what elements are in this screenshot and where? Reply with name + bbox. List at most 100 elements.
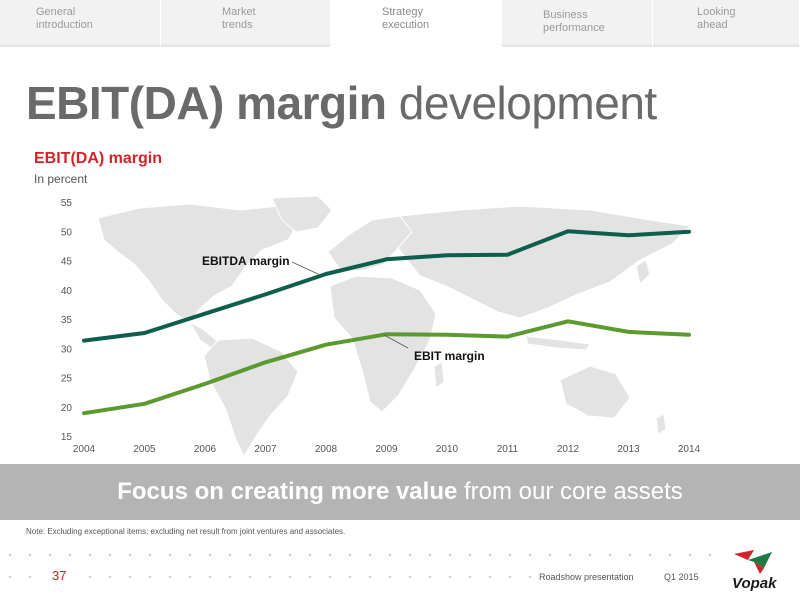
y-tick-label: 25 xyxy=(61,374,73,385)
footer-dot xyxy=(568,553,572,557)
chart-title: EBIT(DA) margin xyxy=(34,150,162,167)
logo-text: Vopak xyxy=(732,575,777,592)
tab-label-line2: ahead xyxy=(697,19,728,31)
footer-dot xyxy=(348,553,352,557)
ebit-margin-line xyxy=(82,319,691,416)
footer-dot xyxy=(268,575,272,579)
logo-mark-green xyxy=(748,552,772,568)
page-title: EBIT(DA) margin development xyxy=(26,76,657,130)
tab-general-introduction[interactable]: General introduction xyxy=(0,0,161,47)
tab-business-performance[interactable]: Business performance xyxy=(502,0,653,47)
tab-label-line1: Business xyxy=(543,9,588,21)
footer-dot xyxy=(148,575,152,579)
y-axis: 15 20 25 30 35 40 45 50 55 xyxy=(61,198,73,443)
footer-dot xyxy=(88,575,92,579)
ebitda-series-label: EBITDA margin xyxy=(202,254,290,268)
footer-dot xyxy=(388,553,392,557)
ebitda-label-leader xyxy=(291,261,319,275)
footer-dot xyxy=(228,553,232,557)
footer-dot xyxy=(588,553,592,557)
footer-dot xyxy=(428,575,432,579)
tab-label-line2: performance xyxy=(543,22,605,34)
footer-dot xyxy=(188,575,192,579)
y-tick-label: 30 xyxy=(61,344,73,355)
x-tick-label: 2007 xyxy=(254,444,277,455)
footer-dot xyxy=(128,553,132,557)
tab-strategy-execution[interactable]: Strategy execution xyxy=(331,0,502,47)
footer-dot xyxy=(168,553,172,557)
ebit-label-leader xyxy=(383,334,409,349)
footer-dot xyxy=(648,553,652,557)
x-axis: 2004 2005 2006 2007 2008 2009 2010 2011 2012 2013… xyxy=(73,444,701,455)
footer-dot xyxy=(28,553,32,557)
footer-dot-pattern xyxy=(8,553,712,579)
tab-label-line1: Looking xyxy=(697,6,736,18)
footer-label: Roadshow presentation xyxy=(539,572,634,582)
footer-dot xyxy=(548,553,552,557)
footer-dot xyxy=(668,553,672,557)
tab-label-line2: execution xyxy=(382,19,430,31)
tab-label-line1: Market xyxy=(222,6,256,18)
footer-dot xyxy=(508,575,512,579)
y-tick-label: 15 xyxy=(61,432,73,443)
logo-mark-red xyxy=(734,550,754,560)
footer-dot xyxy=(468,575,472,579)
x-tick-label: 2011 xyxy=(497,444,519,455)
footer-dot xyxy=(408,575,412,579)
footnote: Note: Excluding exceptional items; exclu… xyxy=(26,527,346,536)
tab-market-trends[interactable]: Market trends xyxy=(161,0,331,47)
x-tick-label: 2010 xyxy=(436,444,459,455)
footer-dot xyxy=(448,575,452,579)
footer-dot xyxy=(328,575,332,579)
map-north-america xyxy=(97,203,301,323)
footer-dot xyxy=(468,553,472,557)
footer-period: Q1 2015 xyxy=(664,572,699,582)
tab-looking-ahead[interactable]: Looking ahead xyxy=(653,0,800,47)
footer-dot xyxy=(508,553,512,557)
footer-dot xyxy=(208,575,212,579)
footer-dot xyxy=(488,575,492,579)
y-tick-label: 40 xyxy=(61,286,73,297)
y-tick-label: 50 xyxy=(61,227,73,238)
footer-dot xyxy=(108,575,112,579)
ebitda-margin-line xyxy=(82,229,691,343)
footer-dot xyxy=(8,553,12,557)
footer-dot xyxy=(688,553,692,557)
footer-dot xyxy=(168,575,172,579)
series-labels: EBITDA margin EBIT margin xyxy=(202,254,485,363)
map-madagascar xyxy=(433,361,445,389)
y-tick-label: 20 xyxy=(61,403,73,414)
footer-dot xyxy=(108,553,112,557)
footer-dot xyxy=(268,553,272,557)
x-tick-label: 2013 xyxy=(617,444,640,455)
footer-dot xyxy=(328,553,332,557)
footer-dot xyxy=(248,575,252,579)
logo-mark-red-2 xyxy=(754,562,764,574)
y-tick-label: 45 xyxy=(61,257,73,268)
chart-subtitle: In percent xyxy=(34,172,88,186)
footer-dot xyxy=(88,553,92,557)
tab-label-line1: General xyxy=(36,6,76,18)
footer-dot xyxy=(488,553,492,557)
footer-dot xyxy=(628,553,632,557)
footer-dot xyxy=(208,553,212,557)
tab-label-line2: trends xyxy=(222,19,253,31)
map-japan xyxy=(635,259,651,285)
page-number: 37 xyxy=(52,568,67,583)
footer-dot xyxy=(708,553,712,557)
footer-dot xyxy=(248,553,252,557)
vopak-logo: Vopak xyxy=(732,550,777,592)
x-tick-label: 2009 xyxy=(375,444,398,455)
chart-series xyxy=(82,229,691,416)
footer-dot xyxy=(388,575,392,579)
page-title-bold: EBIT(DA) margin xyxy=(26,77,387,129)
footer-dot xyxy=(188,553,192,557)
ebit-series-label: EBIT margin xyxy=(414,349,485,363)
footer-dot xyxy=(48,553,52,557)
page-title-light: development xyxy=(398,77,657,129)
banner-bold: Focus on creating more value xyxy=(117,478,458,505)
footer-dot xyxy=(28,575,32,579)
map-africa xyxy=(329,275,437,413)
y-tick-label: 35 xyxy=(61,315,73,326)
